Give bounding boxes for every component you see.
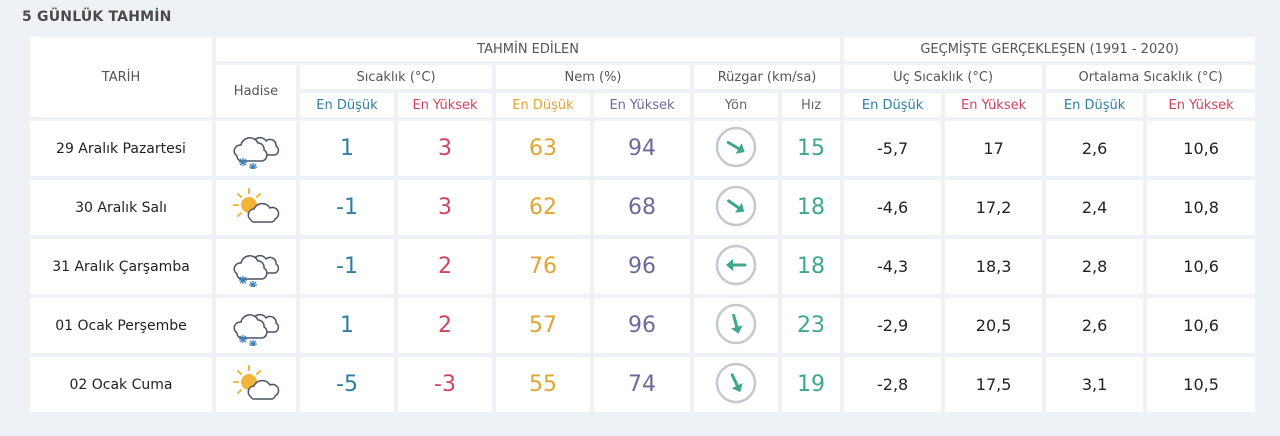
snow-cloud-icon [231, 243, 281, 289]
extreme-high: 17,2 [945, 180, 1043, 235]
wind-direction-arrow-icon [715, 244, 757, 286]
average-high: 10,6 [1147, 239, 1256, 294]
wind-direction-cell [694, 357, 778, 412]
header-wind: Rüzgar (km/sa) [694, 65, 841, 89]
header-temp-high: En Yüksek [398, 93, 492, 117]
extreme-low: -5,7 [844, 121, 942, 176]
average-low: 2,8 [1046, 239, 1144, 294]
average-high: 10,6 [1147, 121, 1256, 176]
temp-high: 2 [398, 298, 492, 353]
extreme-low: -2,8 [844, 357, 942, 412]
header-forecast-group: TAHMİN EDİLEN [216, 37, 841, 61]
header-extreme-high: En Yüksek [945, 93, 1043, 117]
table-row: 31 Aralık Çarşamba -1 2 76 96 18 -4,3 18… [30, 239, 1256, 294]
weather-cell [216, 239, 296, 294]
header-average-high: En Yüksek [1147, 93, 1256, 117]
table-row: 01 Ocak Perşembe 1 2 57 96 23 -2,9 20,5 … [30, 298, 1256, 353]
forecast-table: TARİH TAHMİN EDİLEN GEÇMİŞTE GERÇEKLEŞEN… [26, 33, 1259, 416]
wind-direction-cell [694, 239, 778, 294]
temp-low: 1 [300, 298, 394, 353]
humidity-high: 94 [594, 121, 690, 176]
header-history-group: GEÇMİŞTE GERÇEKLEŞEN (1991 - 2020) [844, 37, 1256, 61]
header-wind-speed: Hız [782, 93, 841, 117]
extreme-high: 20,5 [945, 298, 1043, 353]
header-event: Hadise [216, 65, 296, 117]
extreme-high: 17,5 [945, 357, 1043, 412]
wind-direction-arrow-icon [715, 303, 757, 345]
temp-high: 3 [398, 180, 492, 235]
snow-cloud-icon [231, 302, 281, 348]
average-low: 2,6 [1046, 298, 1144, 353]
wind-direction-cell [694, 180, 778, 235]
humidity-low: 55 [496, 357, 590, 412]
extreme-high: 18,3 [945, 239, 1043, 294]
partly-cloudy-sun-icon [231, 186, 281, 226]
humidity-low: 76 [496, 239, 590, 294]
wind-direction-arrow-icon [715, 362, 757, 404]
wind-direction-cell [694, 121, 778, 176]
day-date: 31 Aralık Çarşamba [30, 239, 212, 294]
wind-speed: 18 [782, 180, 841, 235]
average-high: 10,6 [1147, 298, 1256, 353]
temp-low: -5 [300, 357, 394, 412]
weather-cell [216, 121, 296, 176]
humidity-high: 74 [594, 357, 690, 412]
header-date: TARİH [30, 37, 212, 117]
wind-speed: 23 [782, 298, 841, 353]
table-row: 02 Ocak Cuma -5 -3 55 74 19 -2,8 17,5 3,… [30, 357, 1256, 412]
table-row: 29 Aralık Pazartesi 1 3 63 94 15 -5,7 17… [30, 121, 1256, 176]
temp-low: -1 [300, 180, 394, 235]
average-low: 2,6 [1046, 121, 1144, 176]
header-average-low: En Düşük [1046, 93, 1144, 117]
average-high: 10,5 [1147, 357, 1256, 412]
day-date: 01 Ocak Perşembe [30, 298, 212, 353]
humidity-high: 96 [594, 239, 690, 294]
average-low: 3,1 [1046, 357, 1144, 412]
temp-low: 1 [300, 121, 394, 176]
temp-low: -1 [300, 239, 394, 294]
temp-high: 2 [398, 239, 492, 294]
partly-cloudy-sun-icon [231, 363, 281, 403]
header-humidity-low: En Düşük [496, 93, 590, 117]
day-date: 30 Aralık Salı [30, 180, 212, 235]
humidity-low: 62 [496, 180, 590, 235]
humidity-low: 57 [496, 298, 590, 353]
temp-high: 3 [398, 121, 492, 176]
snow-cloud-icon [231, 125, 281, 171]
day-date: 02 Ocak Cuma [30, 357, 212, 412]
header-extreme-low: En Düşük [844, 93, 942, 117]
wind-speed: 19 [782, 357, 841, 412]
wind-speed: 15 [782, 121, 841, 176]
weather-cell [216, 357, 296, 412]
extreme-low: -2,9 [844, 298, 942, 353]
extreme-low: -4,3 [844, 239, 942, 294]
weather-cell [216, 180, 296, 235]
table-row: 30 Aralık Salı -1 3 62 68 18 -4,6 17,2 2… [30, 180, 1256, 235]
humidity-low: 63 [496, 121, 590, 176]
extreme-low: -4,6 [844, 180, 942, 235]
header-average-temp: Ortalama Sıcaklık (°C) [1046, 65, 1256, 89]
wind-direction-cell [694, 298, 778, 353]
temp-high: -3 [398, 357, 492, 412]
header-temperature: Sıcaklık (°C) [300, 65, 492, 89]
average-low: 2,4 [1046, 180, 1144, 235]
wind-speed: 18 [782, 239, 841, 294]
header-humidity: Nem (%) [496, 65, 690, 89]
page-title: 5 GÜNLÜK TAHMİN [22, 9, 172, 25]
wind-direction-arrow-icon [715, 126, 757, 168]
wind-direction-arrow-icon [715, 185, 757, 227]
header-humidity-high: En Yüksek [594, 93, 690, 117]
humidity-high: 68 [594, 180, 690, 235]
header-temp-low: En Düşük [300, 93, 394, 117]
extreme-high: 17 [945, 121, 1043, 176]
average-high: 10,8 [1147, 180, 1256, 235]
header-extreme-temp: Uç Sıcaklık (°C) [844, 65, 1043, 89]
humidity-high: 96 [594, 298, 690, 353]
header-wind-direction: Yön [694, 93, 778, 117]
day-date: 29 Aralık Pazartesi [30, 121, 212, 176]
weather-cell [216, 298, 296, 353]
